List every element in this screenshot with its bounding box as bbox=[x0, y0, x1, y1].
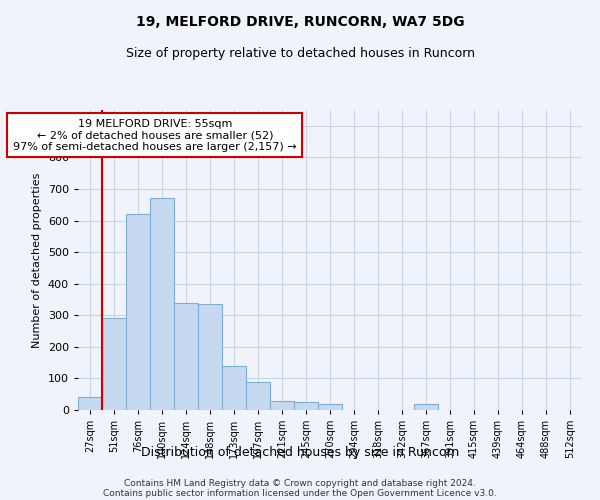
Text: Contains HM Land Registry data © Crown copyright and database right 2024.: Contains HM Land Registry data © Crown c… bbox=[124, 478, 476, 488]
Text: 19, MELFORD DRIVE, RUNCORN, WA7 5DG: 19, MELFORD DRIVE, RUNCORN, WA7 5DG bbox=[136, 15, 464, 29]
Bar bbox=[414, 404, 438, 410]
Bar bbox=[78, 398, 102, 410]
Text: Contains public sector information licensed under the Open Government Licence v3: Contains public sector information licen… bbox=[103, 488, 497, 498]
Bar bbox=[246, 382, 270, 410]
Bar bbox=[126, 214, 150, 410]
Bar bbox=[294, 402, 318, 410]
Bar bbox=[270, 400, 294, 410]
Text: Size of property relative to detached houses in Runcorn: Size of property relative to detached ho… bbox=[125, 48, 475, 60]
Text: Distribution of detached houses by size in Runcorn: Distribution of detached houses by size … bbox=[141, 446, 459, 459]
Text: 19 MELFORD DRIVE: 55sqm
← 2% of detached houses are smaller (52)
97% of semi-det: 19 MELFORD DRIVE: 55sqm ← 2% of detached… bbox=[13, 118, 296, 152]
Bar bbox=[174, 302, 198, 410]
Bar bbox=[150, 198, 174, 410]
Bar bbox=[222, 366, 246, 410]
Bar bbox=[102, 318, 126, 410]
Bar bbox=[318, 404, 342, 410]
Bar bbox=[198, 304, 222, 410]
Y-axis label: Number of detached properties: Number of detached properties bbox=[32, 172, 42, 348]
